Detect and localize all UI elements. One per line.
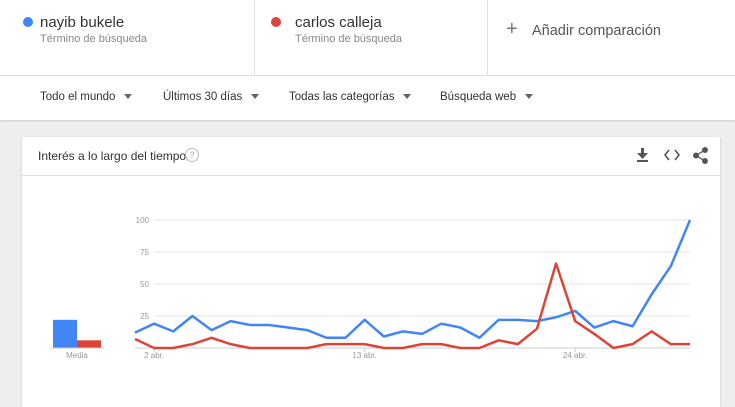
average-bar [77,340,101,348]
add-comparison-label: Añadir comparación [532,23,661,39]
term-name: nayib bukele [40,14,125,31]
term-name: carlos calleja [295,14,382,31]
average-bar [53,319,77,348]
y-tick-label: 25 [140,312,149,321]
term-box[interactable]: nayib bukele Término de búsqueda [0,0,255,75]
y-tick-label: 100 [136,216,150,225]
card-title: Interés a lo largo del tiempo [38,149,187,163]
series-line [134,262,690,350]
x-tick-label: 24 abr. [563,351,587,360]
plus-icon: + [506,18,518,40]
share-icon[interactable] [693,147,708,164]
help-icon[interactable]: ? [185,148,199,162]
download-icon[interactable] [637,148,648,162]
filter-bar: Todo el mundo Últimos 30 días Todas las … [0,76,735,120]
filter[interactable]: Todas las categorías [289,91,411,103]
term-box[interactable]: carlos calleja Término de búsqueda [255,0,488,75]
term-dot [271,17,281,27]
card-icons [637,147,708,164]
term-subtitle: Término de búsqueda [295,33,403,45]
filter[interactable]: Todo el mundo [40,91,132,103]
term-dot [23,17,33,27]
embed-icon[interactable] [663,149,681,161]
filter[interactable]: Últimos 30 días [163,91,259,103]
filter[interactable]: Búsqueda web [440,91,533,103]
y-tick-label: 50 [140,280,149,289]
x-tick-label: 2 abr. [144,351,164,360]
series-line [134,219,692,340]
card: Interés a lo largo del tiempo ? [22,137,720,407]
card-header: Interés a lo largo del tiempo ? [22,137,720,176]
add-comparison[interactable]: + Añadir comparación [488,0,728,75]
average-label: Media [66,351,88,360]
y-tick-label: 75 [140,248,149,257]
header: nayib bukele Término de búsqueda carlos … [0,0,735,76]
x-tick-label: 13 abr. [352,351,376,360]
term-subtitle: Término de búsqueda [40,33,148,45]
